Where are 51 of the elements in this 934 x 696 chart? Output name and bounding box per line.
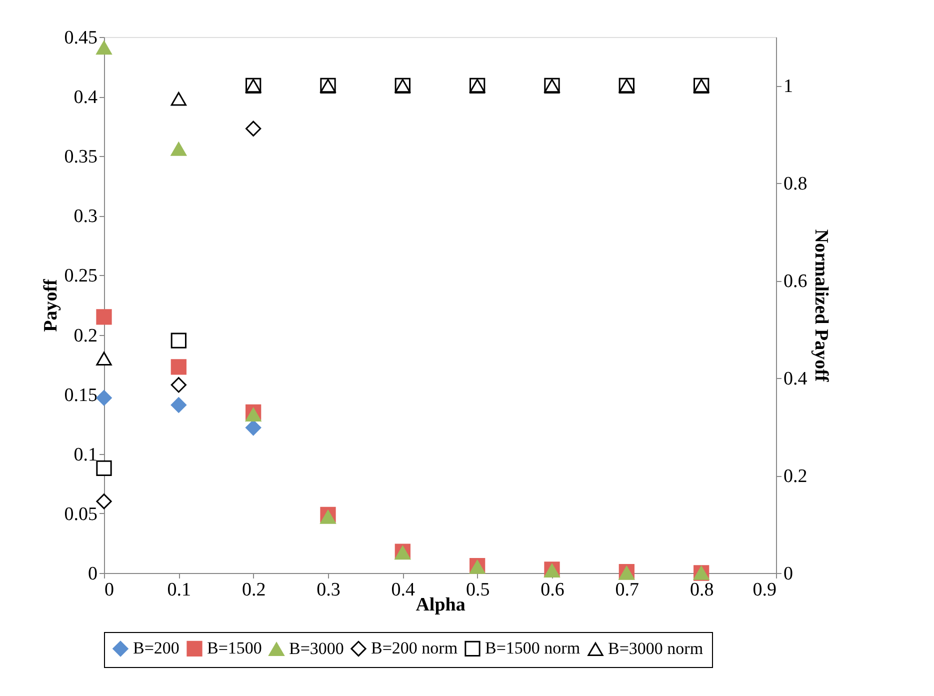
y-tick-label: 0.25 [64,266,98,287]
y-tick-label: 0.2 [74,325,98,346]
legend-label: B=3000 norm [608,639,704,658]
x-tick-label: 0.9 [752,580,776,600]
point [246,420,262,436]
point [170,359,186,375]
y2-tick-label: 0.6 [784,271,808,292]
y2-tick-label: 0.8 [784,174,808,195]
x-axis-title: Alpha [416,594,466,616]
x-tick-label: 0.3 [316,580,340,600]
y-tick-label: 0.35 [64,146,98,168]
point [170,377,186,393]
y-tick-label: 0.1 [74,444,98,466]
x-tick-label: 0.7 [615,580,640,600]
point [246,120,262,136]
legend-label: B=200 norm [371,638,458,658]
point [170,332,186,348]
y-tick-label: 0.05 [64,504,98,525]
x-tick-label: 0 [104,580,114,600]
x-tick-label: 0.6 [540,580,564,600]
y-axis-title: Payoff [40,278,62,332]
y-tick-label: 0.45 [64,28,98,48]
y2-axis-title: Normalized Payoff [810,229,832,382]
y2-tick-label: 0.2 [784,466,808,488]
point [96,494,112,510]
point [96,460,112,476]
point [170,142,186,156]
y-tick-label: 0.3 [74,206,98,228]
legend-label: B=3000 [289,639,344,658]
point [96,309,112,325]
y2-tick-label: 1 [784,76,793,98]
legend-label: B=200 [133,638,180,658]
x-tick-label: 0.2 [242,580,266,600]
point [96,390,112,406]
point [96,40,112,55]
x-tick-label: 0.8 [690,580,714,600]
point [96,352,112,366]
y2-tick-label: 0 [784,564,793,584]
x-tick-label: 0.1 [167,580,192,600]
point [246,408,262,422]
y-tick-label: 0.15 [64,384,98,406]
legend-label: B=1500 [207,638,262,658]
point [170,397,186,413]
y-tick-label: 0.4 [74,87,98,108]
y2-tick-label: 0.4 [784,368,808,390]
x-tick-label: 0.4 [391,580,416,600]
point [320,510,336,524]
x-tick-label: 0.5 [466,580,490,600]
y-tick-label: 0 [88,564,98,584]
legend-label: B=1500 norm [485,638,580,658]
point [170,92,186,106]
